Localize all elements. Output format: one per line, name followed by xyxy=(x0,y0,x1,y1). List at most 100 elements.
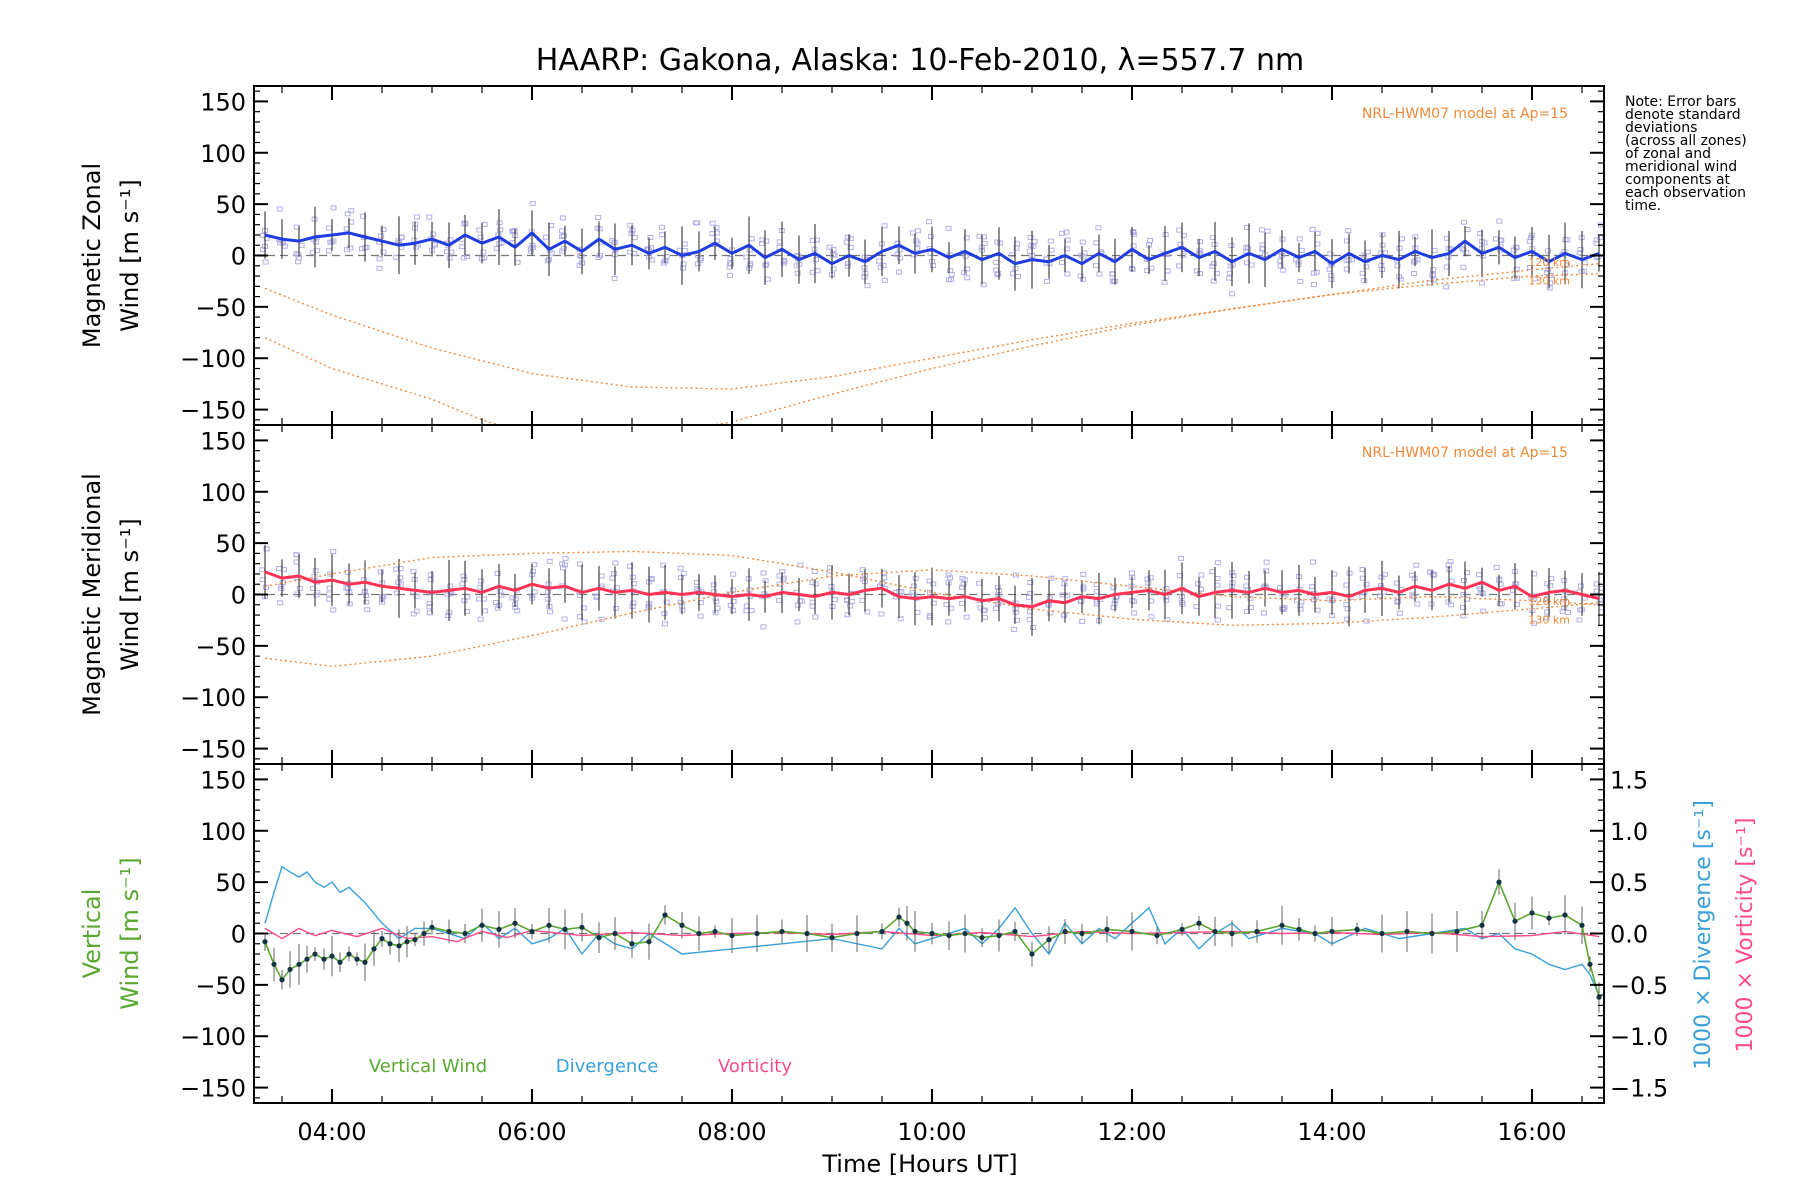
vertical-wind-point xyxy=(1354,926,1360,932)
zone-sample-point xyxy=(380,249,387,255)
zone-sample-point xyxy=(1280,267,1287,273)
zone-sample-point xyxy=(546,558,553,564)
zone-sample-point xyxy=(1077,599,1084,605)
zone-sample-point xyxy=(545,589,552,595)
model-curve-120km xyxy=(264,263,1600,390)
zone-sample-point xyxy=(1577,583,1584,589)
zone-sample-point xyxy=(663,599,670,605)
zone-sample-point xyxy=(695,261,702,267)
zone-sample-point xyxy=(543,234,550,240)
zone-sample-point xyxy=(1226,605,1233,611)
zone-sample-point xyxy=(1214,617,1221,623)
zone-sample-point xyxy=(1210,261,1217,267)
zone-sample-point xyxy=(580,605,587,611)
zone-sample-point xyxy=(959,575,966,581)
zone-sample-point xyxy=(730,571,737,577)
zone-sample-point xyxy=(447,583,454,589)
x-tick-label: 06:00 xyxy=(497,1118,566,1146)
zone-sample-point xyxy=(1093,240,1100,246)
zone-sample-point xyxy=(427,572,434,578)
zone-sample-point xyxy=(262,259,269,265)
zone-sample-point xyxy=(1394,599,1401,605)
zone-sample-point xyxy=(746,247,753,253)
y-tick-label: 150 xyxy=(200,88,246,116)
zone-sample-point xyxy=(809,580,816,586)
zone-sample-point xyxy=(410,568,417,574)
zone-sample-point xyxy=(293,559,300,565)
zone-sample-point xyxy=(1531,276,1538,282)
y-tick-label: 100 xyxy=(200,818,246,846)
zone-sample-point xyxy=(1381,571,1388,577)
zone-sample-point xyxy=(1244,574,1251,580)
vertical-wind-point xyxy=(1046,937,1052,943)
zone-sample-point xyxy=(947,575,954,581)
zone-sample-point xyxy=(310,586,317,592)
zone-sample-point xyxy=(964,275,971,281)
vertical-wind-point xyxy=(879,928,885,935)
zone-sample-point xyxy=(1013,245,1020,251)
zone-sample-point xyxy=(677,575,684,581)
zone-sample-point xyxy=(844,263,851,269)
vertical-wind-point xyxy=(646,939,652,945)
zone-sample-point xyxy=(1027,234,1034,240)
vertical-wind-point xyxy=(779,928,785,935)
zone-sample-point xyxy=(830,251,837,257)
zone-sample-point xyxy=(1414,601,1421,607)
zone-sample-point xyxy=(344,211,351,217)
zone-sample-point xyxy=(809,269,816,275)
zone-sample-point xyxy=(1079,618,1086,624)
x-tick-label: 14:00 xyxy=(1297,1118,1366,1146)
y-axis-label-line1: Magnetic Zonal xyxy=(78,163,106,348)
zone-sample-point xyxy=(330,238,337,244)
zone-sample-point xyxy=(1581,260,1588,266)
zone-sample-point xyxy=(560,565,567,571)
zone-sample-point xyxy=(598,616,605,622)
zone-sample-point xyxy=(1148,614,1155,620)
right-tick-label: 1.5 xyxy=(1610,766,1648,794)
zone-sample-point xyxy=(697,613,704,619)
vertical-wind-point xyxy=(962,930,968,937)
zone-sample-point xyxy=(561,616,568,622)
zone-sample-point xyxy=(1344,616,1351,622)
vertical-wind-point xyxy=(854,930,860,937)
zone-sample-point xyxy=(294,591,301,597)
zone-sample-point xyxy=(1343,582,1350,588)
zone-sample-point xyxy=(945,225,952,231)
zone-sample-point xyxy=(748,236,755,242)
legend-entry: Vorticity xyxy=(718,1056,792,1077)
vertical-wind-point xyxy=(287,966,293,973)
zone-sample-point xyxy=(1560,596,1567,602)
vertical-wind-point xyxy=(329,953,335,959)
zone-sample-point xyxy=(814,268,821,274)
vertical-wind-point xyxy=(1546,915,1552,921)
zone-sample-point xyxy=(981,614,988,620)
zone-sample-point xyxy=(344,247,351,253)
zone-sample-point xyxy=(326,591,333,597)
zone-sample-point xyxy=(1544,595,1551,601)
zone-sample-point xyxy=(844,612,851,618)
zone-sample-point xyxy=(845,260,852,266)
zone-sample-point xyxy=(1543,615,1550,621)
zone-sample-point xyxy=(296,585,303,591)
zone-sample-point xyxy=(611,275,618,281)
zone-sample-point xyxy=(1460,219,1467,225)
right-ylabel-vorticity: 1000 × Vorticity [s⁻¹] xyxy=(1733,818,1758,1053)
zone-sample-point xyxy=(1411,594,1418,600)
zone-sample-point xyxy=(712,610,719,616)
zone-sample-point xyxy=(945,619,952,625)
zone-sample-point xyxy=(994,272,1001,278)
zone-sample-point xyxy=(680,570,687,576)
zone-sample-point xyxy=(947,605,954,611)
zone-sample-point xyxy=(780,577,787,583)
zone-sample-point xyxy=(1397,276,1404,282)
vertical-wind-point xyxy=(429,924,435,930)
zone-sample-point xyxy=(1564,610,1571,616)
y-tick-label: −100 xyxy=(180,684,246,712)
zone-sample-point xyxy=(446,255,453,261)
zone-sample-point xyxy=(1597,235,1604,241)
note-line: (across all zones) xyxy=(1625,133,1747,149)
zone-sample-point xyxy=(1379,242,1386,248)
zone-sample-point xyxy=(1130,243,1137,249)
zone-sample-point xyxy=(1060,612,1067,618)
y-tick-label: −100 xyxy=(180,345,246,373)
